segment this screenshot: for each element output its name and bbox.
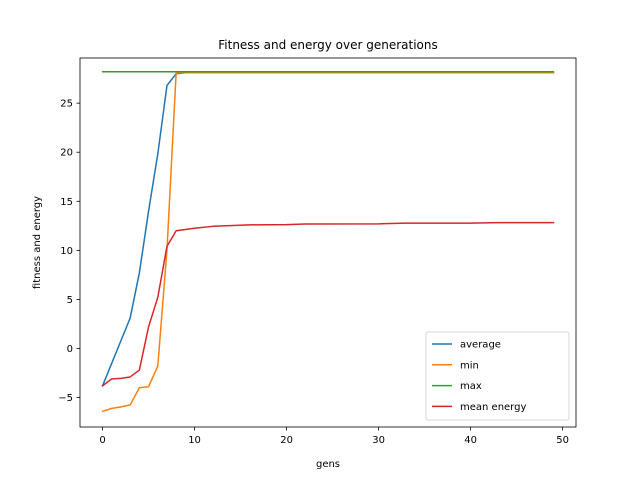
legend-box: [425, 331, 570, 421]
x-tick-label: 0: [99, 435, 105, 446]
x-tick-label: 40: [464, 435, 477, 446]
y-tick-label: 10: [60, 246, 73, 257]
plot-lines: [101, 70, 555, 413]
y-tick-label: 20: [60, 148, 73, 159]
y-tick-label: −5: [58, 393, 73, 404]
y-axis-title: fitness and energy: [32, 196, 43, 289]
y-tick-label: 25: [60, 99, 73, 110]
legend-label-2: max: [460, 381, 482, 392]
plot-frame: [79, 57, 577, 428]
chart-title: Fitness and energy over generations: [218, 38, 437, 52]
legend-label-3: mean energy: [460, 402, 526, 413]
series-line-1: [101, 71, 555, 413]
series-line-3: [101, 221, 555, 387]
legend-label-1: min: [460, 360, 479, 371]
y-axis-ticks: −5 0 5 10 15 20 25: [58, 99, 80, 404]
y-tick-label: 5: [67, 295, 73, 306]
x-tick-label: 30: [372, 435, 385, 446]
y-tick-label: 0: [67, 344, 73, 355]
x-tick-label: 10: [188, 435, 201, 446]
x-tick-label: 50: [556, 435, 569, 446]
x-axis-ticks: 0 10 20 30 40 50: [99, 427, 569, 446]
legend: average min max mean energy: [425, 331, 570, 421]
x-tick-label: 20: [280, 435, 293, 446]
x-axis-title: gens: [316, 459, 340, 470]
legend-label-0: average: [460, 340, 501, 351]
y-tick-label: 15: [60, 197, 73, 208]
